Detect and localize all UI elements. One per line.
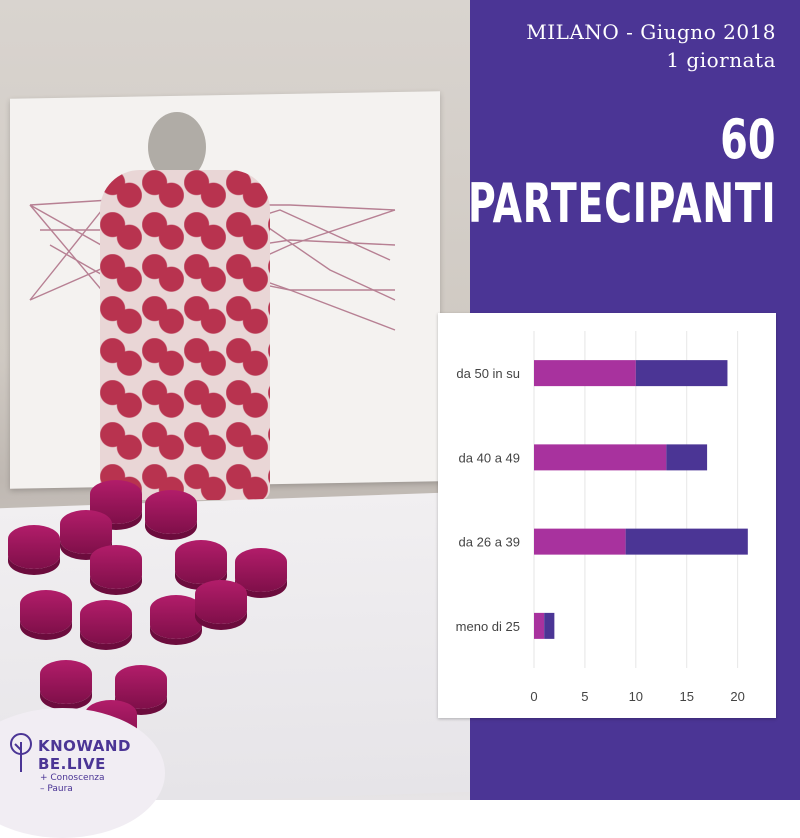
bar-segment: [534, 612, 545, 639]
x-tick-label: 5: [581, 689, 588, 704]
game-piece: [175, 540, 227, 584]
game-piece: [40, 660, 92, 704]
game-piece: [80, 600, 132, 644]
participant-count: 60: [720, 108, 776, 171]
bar-segment: [625, 528, 748, 555]
category-label: da 26 a 39: [459, 535, 520, 550]
category-label: da 40 a 49: [459, 450, 520, 465]
game-piece: [235, 548, 287, 592]
bar-segment: [534, 528, 626, 555]
category-label: meno di 25: [456, 619, 520, 634]
chart-svg: 0 5 10 15 20 da 50 in su da 40 a 49 da 26 a 39 m…: [456, 331, 748, 704]
game-piece: [20, 590, 72, 634]
age-bar-chart: 0 5 10 15 20 da 50 in su da 40 a 49 da 26 a 39 m…: [438, 313, 776, 718]
category-label: da 50 in su: [456, 366, 520, 381]
event-location-date: MILANO - Giugno 2018: [526, 20, 776, 44]
person-patterned-dress: [100, 170, 270, 500]
bar-segment: [534, 360, 636, 387]
bar-segment: [534, 444, 667, 471]
logo-text-line1: KNOWAND: [38, 737, 131, 755]
game-piece: [90, 545, 142, 589]
tree-icon: [10, 733, 32, 772]
event-photo: [0, 0, 470, 800]
x-tick-label: 0: [530, 689, 537, 704]
bar-segment: [544, 612, 555, 639]
game-piece: [150, 595, 202, 639]
event-duration: 1 giornata: [666, 48, 776, 72]
bar-segment: [666, 444, 708, 471]
x-tick-label: 20: [730, 689, 744, 704]
game-piece: [145, 490, 197, 534]
bar-segment: [635, 360, 728, 387]
logo-tagline-2: – Paura: [40, 784, 73, 794]
logo-tagline-1: + Conoscenza: [40, 773, 105, 783]
x-tick-label: 15: [679, 689, 693, 704]
game-piece: [195, 580, 247, 624]
game-piece: [8, 525, 60, 569]
logo-text-line2: BE.LIVE: [38, 755, 106, 773]
participant-label: PARTECIPANTI: [467, 172, 776, 235]
x-tick-label: 10: [629, 689, 643, 704]
